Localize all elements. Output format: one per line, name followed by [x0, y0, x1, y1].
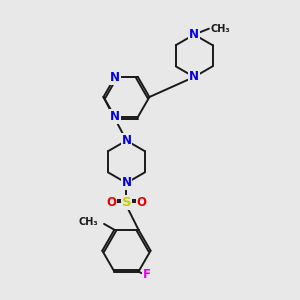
Text: N: N: [189, 28, 199, 41]
Text: CH₃: CH₃: [79, 218, 98, 227]
Text: CH₃: CH₃: [210, 24, 230, 34]
Text: F: F: [143, 268, 152, 281]
Text: N: N: [189, 70, 199, 83]
Text: N: N: [110, 110, 120, 123]
Text: S: S: [122, 196, 131, 208]
Text: N: N: [110, 70, 120, 84]
Text: N: N: [122, 134, 131, 147]
Text: N: N: [122, 176, 131, 190]
Text: O: O: [137, 196, 147, 208]
Text: O: O: [106, 196, 116, 208]
